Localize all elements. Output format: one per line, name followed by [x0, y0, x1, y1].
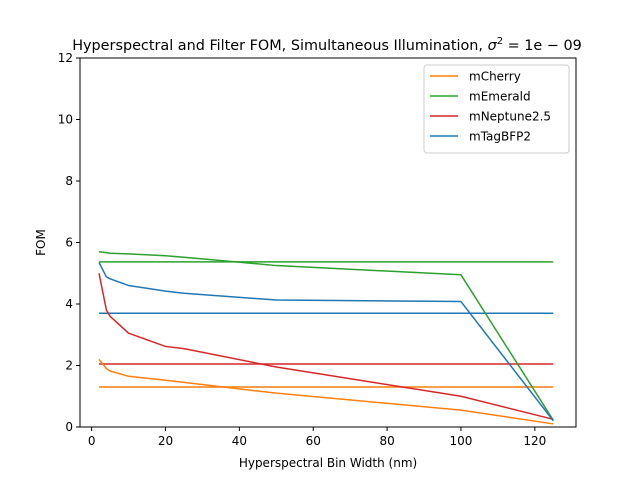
chart-title: Hyperspectral and Filter FOM, Simultaneo…	[72, 36, 582, 54]
y-axis: 0 2 4 6 8 10 12	[58, 51, 80, 434]
legend-box	[423, 64, 570, 154]
legend: mCherry mEmerald mNeptune2.5 mTagBFP2	[423, 64, 570, 154]
y-tick-label: 12	[58, 51, 73, 65]
y-axis-label: FOM	[34, 229, 48, 256]
legend-label: mCherry	[469, 70, 521, 84]
series-line-mtagbfp2	[98, 262, 554, 422]
legend-label: mEmerald	[469, 90, 531, 104]
x-tick-label: 100	[450, 434, 473, 448]
chart-title-tail: = 1e − 09	[503, 38, 582, 54]
x-tick-label: 60	[306, 434, 321, 448]
reference-lines	[99, 261, 554, 388]
y-tick-label: 4	[65, 297, 73, 311]
y-tick-label: 2	[65, 359, 73, 373]
x-tick-label: 0	[88, 434, 96, 448]
x-axis: 0 20 40 60 80 100 120	[88, 427, 546, 448]
y-tick-label: 6	[65, 236, 73, 250]
x-tick-label: 40	[232, 434, 247, 448]
x-tick-label: 80	[379, 434, 394, 448]
legend-label: mNeptune2.5	[469, 110, 551, 124]
x-axis-label: Hyperspectral Bin Width (nm)	[239, 456, 417, 470]
legend-label: mTagBFP2	[469, 130, 531, 144]
x-tick-label: 20	[158, 434, 173, 448]
series-line-mneptune2-5	[98, 273, 554, 421]
chart-title-sigma: σ	[488, 38, 498, 54]
chart-title-main: Hyperspectral and Filter FOM, Simultaneo…	[72, 38, 487, 54]
plot-area	[98, 250, 554, 425]
y-tick-label: 8	[65, 174, 73, 188]
y-tick-label: 10	[58, 113, 73, 127]
y-tick-label: 0	[65, 420, 73, 434]
series-line-mcherry	[98, 358, 554, 425]
series-line-memerald	[98, 250, 554, 421]
series-lines	[98, 250, 554, 425]
x-tick-label: 120	[523, 434, 546, 448]
chart-title-superscript: 2	[497, 36, 503, 47]
